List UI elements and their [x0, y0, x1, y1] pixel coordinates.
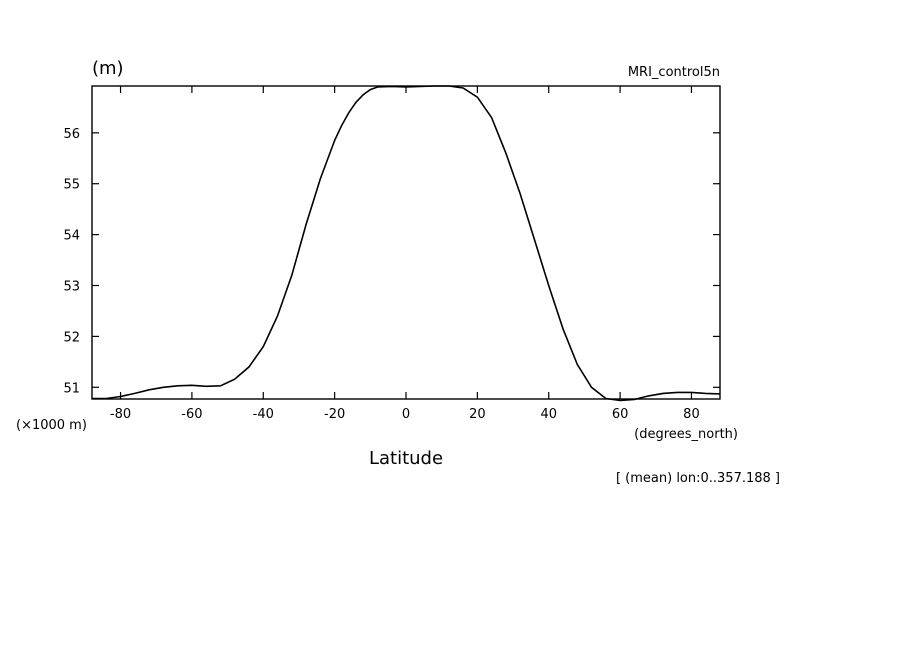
y-tick-label: 56 [63, 127, 80, 142]
y-tick-label: 53 [63, 280, 80, 295]
y-tick-label: 55 [63, 178, 80, 193]
x-tick-label: 40 [540, 407, 557, 422]
series-line [92, 85, 721, 402]
x-tick-label: 0 [402, 407, 410, 422]
x-tick-label: -20 [324, 407, 345, 422]
scale-label: (×1000 m) [16, 418, 87, 433]
axis-group: -80 -60 -40 -20 0 20 40 60 80 51 52 53 54 55 56 [63, 86, 720, 422]
dataset-label: MRI_control5n [628, 65, 720, 80]
y-tick-label: 51 [63, 381, 80, 396]
x-axis-label: Latitude [369, 448, 443, 469]
y-tick-label: 54 [63, 229, 80, 244]
x-tick-label: 20 [469, 407, 486, 422]
x-tick-label: -80 [110, 407, 131, 422]
x-unit-label: (degrees_north) [634, 427, 738, 442]
x-tick-label: 80 [683, 407, 700, 422]
plot-frame [91, 85, 721, 400]
annotation-label: [ (mean) lon:0..357.188 ] [616, 471, 780, 486]
x-tick-label: 60 [612, 407, 629, 422]
x-tick-label: -40 [253, 407, 274, 422]
unit-label: (m) [92, 58, 124, 79]
y-tick-label: 52 [63, 330, 80, 345]
x-tick-label: -60 [181, 407, 202, 422]
